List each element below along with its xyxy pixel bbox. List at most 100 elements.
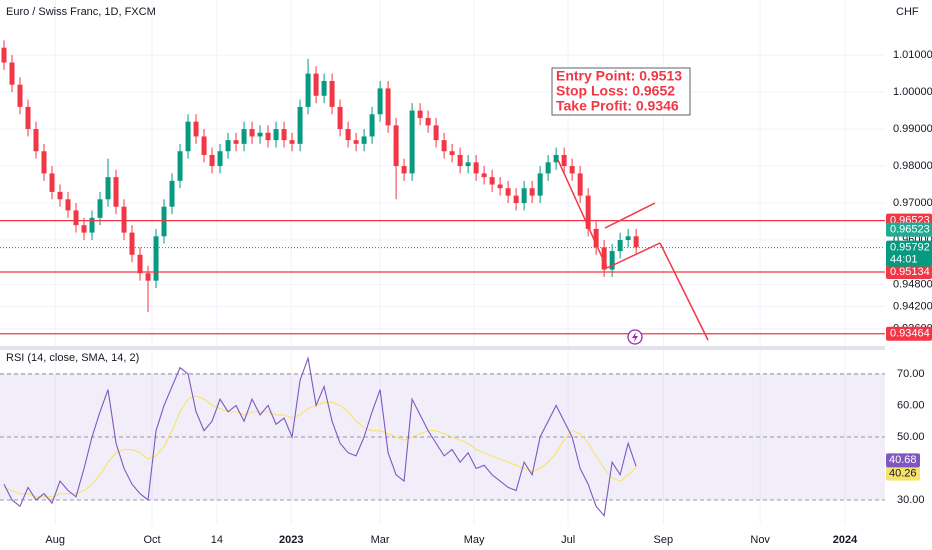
candle-body bbox=[209, 154, 215, 167]
candle-body bbox=[297, 106, 303, 144]
x-tick-label: Oct bbox=[143, 534, 160, 546]
candle-body bbox=[137, 254, 143, 274]
plot bbox=[0, 40, 885, 518]
candle-body bbox=[425, 117, 431, 126]
candle-body bbox=[617, 239, 623, 252]
candle-body bbox=[65, 199, 71, 211]
candle-body bbox=[561, 154, 567, 167]
candle-body bbox=[521, 188, 527, 204]
candle-body bbox=[529, 188, 535, 196]
candle-body bbox=[169, 180, 175, 207]
y-tick-label: 70.00 bbox=[897, 368, 925, 380]
rsi-line bbox=[3, 356, 637, 518]
rsi-line bbox=[3, 395, 637, 498]
value-tag-label: 40.26 bbox=[889, 468, 917, 480]
candle-body bbox=[409, 110, 415, 174]
y-tick-label: 0.98000 bbox=[893, 160, 932, 172]
candle-body bbox=[633, 236, 639, 248]
y-tick-label: 50.00 bbox=[897, 431, 925, 443]
y-tick-label: 0.99000 bbox=[893, 123, 932, 135]
x-tick-label: 2023 bbox=[279, 534, 303, 546]
axes: Aug Oct 14 2023 Mar May Jul Sep Nov 2024 1.01000 1.… bbox=[45, 49, 932, 546]
price-tag-label: 0.95134 bbox=[890, 266, 930, 278]
candle-body bbox=[577, 173, 583, 196]
candle-body bbox=[601, 247, 607, 270]
candle-body bbox=[249, 129, 255, 137]
price-tag bbox=[886, 326, 932, 341]
candle-body bbox=[33, 129, 39, 152]
candle-body bbox=[49, 173, 55, 192]
candle-body bbox=[193, 121, 199, 137]
candle-body bbox=[481, 173, 487, 178]
candle-body bbox=[129, 232, 135, 255]
candle-body bbox=[393, 125, 399, 167]
channel-lower bbox=[606, 242, 661, 269]
x-tick-label: Sep bbox=[654, 534, 674, 546]
candle-body bbox=[121, 206, 127, 233]
pane-separator bbox=[0, 346, 885, 350]
projection-line bbox=[659, 242, 709, 341]
x-tick-label: May bbox=[464, 534, 485, 546]
x-tick-label: Jul bbox=[561, 534, 575, 546]
candle-body bbox=[441, 140, 447, 152]
candle-body bbox=[281, 129, 287, 141]
candle-body bbox=[25, 106, 31, 130]
candle-body bbox=[89, 217, 95, 233]
candle-body bbox=[17, 84, 23, 107]
candle-body bbox=[465, 162, 471, 167]
y-tick-label: 30.00 bbox=[897, 494, 925, 506]
candle-body bbox=[473, 162, 479, 174]
symbol-title: Euro / Swiss Franc, 1D, FXCM bbox=[6, 6, 156, 18]
candle-body bbox=[185, 121, 191, 152]
candle-body bbox=[241, 129, 247, 144]
candle-body bbox=[1, 47, 7, 63]
candle-body bbox=[73, 210, 79, 226]
candle-body bbox=[265, 132, 271, 141]
y-tick-label: 1.00000 bbox=[893, 86, 932, 98]
candle-body bbox=[201, 136, 207, 155]
event-bolt bbox=[632, 332, 638, 342]
x-tick-label: Mar bbox=[371, 534, 390, 546]
y-tick-label: 0.94200 bbox=[893, 300, 932, 312]
price-tag bbox=[886, 222, 932, 237]
x-tick-label: 14 bbox=[211, 534, 223, 546]
candle-body bbox=[585, 195, 591, 229]
candle-body bbox=[97, 199, 103, 218]
candle-body bbox=[225, 140, 231, 152]
y-tick-label: 1.01000 bbox=[893, 49, 932, 61]
candle-body bbox=[153, 236, 159, 281]
candle-body bbox=[57, 191, 63, 200]
candle-body bbox=[321, 80, 327, 96]
annotation-text: Entry Point: 0.9513 bbox=[556, 68, 682, 84]
candle-body bbox=[433, 125, 439, 141]
x-tick-label: 2024 bbox=[833, 534, 858, 546]
candle-body bbox=[273, 129, 279, 141]
candle-body bbox=[593, 228, 599, 248]
candle-body bbox=[489, 177, 495, 185]
candle-body bbox=[537, 173, 543, 196]
channel-upper bbox=[604, 202, 656, 229]
candle-body bbox=[417, 110, 423, 118]
candle-body bbox=[369, 114, 375, 137]
x-tick-label: Aug bbox=[45, 534, 65, 546]
candle-body bbox=[457, 154, 463, 167]
y-tick-label: 0.97000 bbox=[893, 197, 932, 209]
annotation-text: Take Profit: 0.9346 bbox=[556, 98, 679, 114]
candle-body bbox=[313, 73, 319, 96]
candle-body bbox=[145, 273, 151, 281]
candle-body bbox=[329, 80, 335, 107]
value-tag-label: 40.68 bbox=[889, 454, 917, 466]
candle-body bbox=[289, 140, 295, 144]
candle-body bbox=[161, 206, 167, 237]
candle-body bbox=[625, 236, 631, 240]
candle-body bbox=[257, 132, 263, 137]
countdown: 44:01 bbox=[890, 254, 918, 266]
y-tick-label: 60.00 bbox=[897, 399, 925, 411]
candle-body bbox=[505, 188, 511, 196]
trend-line bbox=[557, 159, 608, 269]
value-tag bbox=[886, 453, 920, 468]
annotation-box bbox=[551, 67, 691, 116]
candle-body bbox=[361, 136, 367, 144]
candle-body bbox=[305, 73, 311, 107]
